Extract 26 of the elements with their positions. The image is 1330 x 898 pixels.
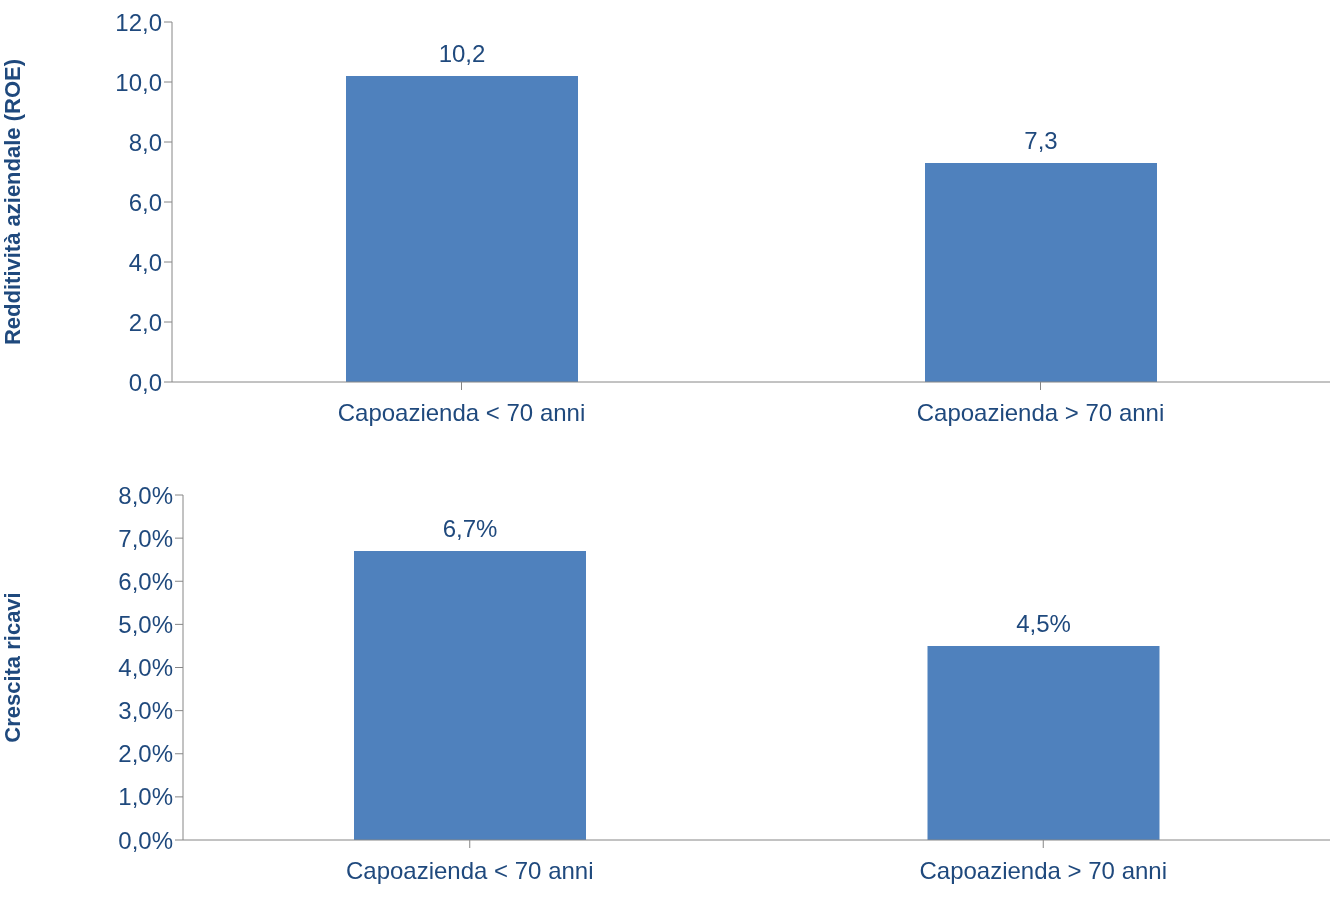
y-tick-label: 5,0%: [118, 610, 173, 638]
data-label: 10,2: [438, 40, 486, 67]
y-tick-label: 8,0%: [118, 481, 173, 509]
y-tick-label: 6,0%: [118, 567, 173, 595]
y-tick-label: 8,0: [128, 128, 162, 156]
x-tick-label: Capoazienda > 70 anni: [916, 399, 1165, 427]
y-tick-label: 4,0%: [118, 654, 173, 682]
y-tick-label: 2,0%: [118, 740, 173, 768]
data-label: 6,7%: [442, 515, 498, 543]
y-axis-title: Crescita ricavi: [0, 592, 25, 743]
data-label: 4,5%: [1016, 609, 1071, 637]
y-axis-title: Redditività aziendale (ROE): [0, 58, 25, 346]
y-tick-label: 4,0: [128, 248, 162, 276]
y-tick-label: 7,0%: [118, 524, 173, 552]
y-tick-label: 3,0%: [118, 697, 173, 725]
y-tick-label: 10,0: [115, 68, 162, 96]
y-tick-label: 1,0%: [118, 783, 173, 811]
y-tick-label: 6,0: [128, 188, 162, 216]
y-tick-label: 12,0: [115, 8, 162, 36]
y-tick-label: 2,0: [128, 308, 162, 336]
y-tick-label: 0,0: [128, 368, 162, 396]
y-tick-label: 0,0%: [118, 826, 173, 854]
x-tick-label: Capoazienda < 70 anni: [337, 399, 586, 427]
x-tick-label: Capoazienda > 70 anni: [919, 857, 1168, 885]
x-tick-label: Capoazienda < 70 anni: [345, 857, 594, 885]
data-label: 7,3: [1024, 127, 1058, 154]
